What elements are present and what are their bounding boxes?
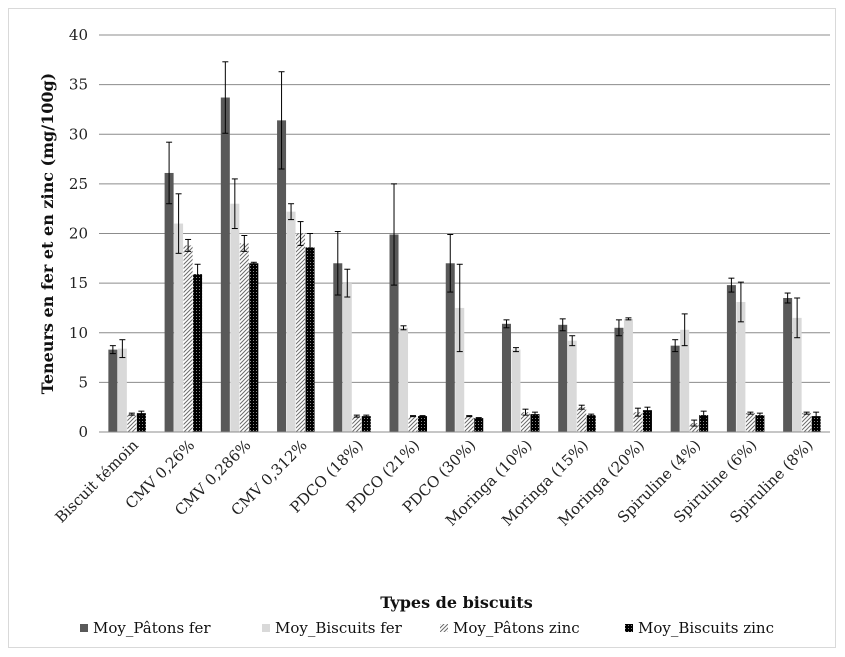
y-tick-label: 5 — [78, 373, 88, 391]
bar — [633, 412, 643, 432]
bar — [408, 416, 418, 432]
bar — [305, 247, 315, 432]
bar — [455, 307, 465, 432]
y-tick-label: 30 — [69, 125, 88, 143]
bar — [418, 416, 428, 432]
bar — [623, 318, 633, 432]
y-tick-label: 35 — [69, 76, 88, 94]
bar — [361, 416, 371, 432]
gridlines — [99, 34, 830, 383]
y-tick-label: 20 — [69, 225, 88, 243]
legend-label: Moy_Biscuits fer — [275, 619, 403, 637]
bar — [802, 413, 812, 432]
bar — [501, 323, 511, 432]
bar — [249, 263, 259, 432]
bar — [389, 234, 399, 432]
bar — [136, 413, 146, 432]
bar — [239, 243, 249, 432]
bar — [399, 327, 409, 432]
bar — [193, 274, 203, 432]
bar — [670, 345, 680, 432]
bar — [792, 317, 802, 432]
chart-frame — [8, 8, 836, 648]
bar — [474, 418, 484, 432]
legend-label: Moy_Biscuits zinc — [638, 619, 774, 637]
bar — [736, 301, 746, 432]
bar — [642, 410, 652, 432]
bar — [464, 416, 474, 432]
bar — [230, 203, 240, 432]
bar — [558, 324, 568, 432]
bar — [755, 415, 765, 432]
bar — [174, 223, 184, 432]
y-tick-label: 10 — [69, 324, 88, 342]
bar — [333, 263, 343, 432]
legend: Moy_Pâtons fer Moy_Biscuits fer Moy_Pâtons… — [80, 619, 774, 637]
y-axis-title: Teneurs en fer et en zinc (mg/100g) — [38, 73, 57, 394]
bar — [277, 120, 287, 432]
bar — [117, 348, 127, 432]
x-axis-title: Types de biscuits — [380, 593, 532, 612]
bar — [745, 413, 755, 432]
bar — [127, 414, 137, 432]
y-tick-label: 15 — [69, 274, 88, 292]
bar — [530, 414, 540, 432]
bar — [296, 233, 306, 432]
legend-label: Moy_Pâtons zinc — [453, 619, 580, 637]
y-tick-label: 40 — [69, 26, 88, 44]
bar — [445, 263, 455, 432]
bar — [783, 298, 793, 432]
bar — [108, 349, 118, 432]
bar — [352, 416, 362, 432]
y-tick-label: 0 — [78, 423, 88, 441]
bar — [342, 283, 352, 432]
bar — [689, 423, 699, 432]
legend-swatch — [440, 624, 448, 632]
bar — [680, 329, 690, 432]
bar — [567, 340, 577, 432]
bar — [577, 407, 587, 432]
bar — [286, 211, 296, 432]
bars — [108, 61, 821, 432]
bar — [699, 415, 709, 432]
bar — [220, 97, 230, 432]
y-tick-label: 25 — [69, 175, 88, 193]
legend-swatch — [625, 624, 633, 632]
bar — [811, 416, 821, 432]
legend-swatch — [80, 624, 88, 632]
bar — [164, 172, 174, 432]
legend-swatch — [262, 624, 270, 632]
bar — [726, 285, 736, 432]
bar — [511, 349, 521, 432]
x-tick-label: Biscuit témoin — [52, 436, 143, 527]
bar — [183, 245, 193, 432]
bar — [586, 415, 596, 432]
bar — [614, 327, 624, 432]
legend-label: Moy_Pâtons fer — [93, 619, 211, 637]
bar — [520, 412, 530, 432]
